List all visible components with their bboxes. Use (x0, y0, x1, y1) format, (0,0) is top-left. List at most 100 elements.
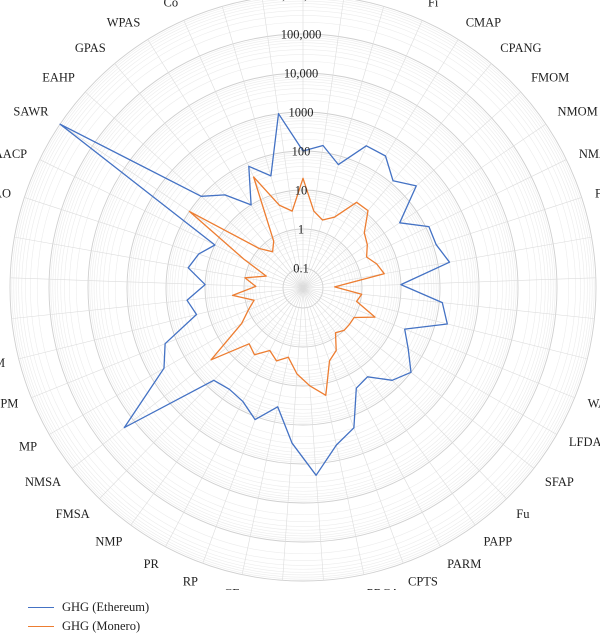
spoke (18, 287, 304, 360)
tick-labels: 0.1 1 10 100 1000 10,000 100,000 1,000,000 (276, 0, 326, 276)
category-label: NMP (95, 534, 122, 548)
spoke (302, 287, 595, 319)
tick-label: 1000 (289, 106, 314, 120)
spoke (302, 287, 476, 526)
spoke (302, 6, 385, 289)
spoke (130, 287, 304, 526)
tick-label: 10,000 (284, 67, 318, 81)
legend-item-monero: GHG (Monero) (28, 617, 149, 636)
spoke (302, 123, 547, 289)
category-label: GPM (0, 397, 18, 411)
category-label: IMAO (0, 187, 11, 201)
legend-swatch-monero (28, 626, 54, 627)
category-labels: CCFoLALPFiCMAPCPANGFMOMNMOMNMAOFPFPRBeTP… (0, 0, 600, 590)
spoke (71, 287, 304, 469)
legend-item-ethereum: GHG (Ethereum) (28, 598, 149, 617)
spoke (302, 159, 567, 289)
spoke (302, 197, 582, 289)
tick-label: 0.1 (293, 262, 309, 276)
spoke (39, 159, 304, 289)
legend-label-monero: GHG (Monero) (62, 619, 141, 633)
category-label: LFDA (569, 435, 600, 449)
spoke (302, 39, 459, 289)
spoke (241, 287, 304, 575)
spoke (302, 287, 575, 399)
category-label: CF (224, 586, 239, 590)
category-label: FP (595, 187, 600, 201)
spoke (24, 197, 304, 289)
spoke (302, 287, 324, 581)
spoke (302, 287, 535, 469)
spoke (302, 287, 507, 499)
category-label: NMAO (579, 147, 600, 161)
category-label: EAHP (42, 71, 75, 85)
category-label: PAPP (484, 534, 513, 548)
legend-label-ethereum: GHG (Ethereum) (62, 600, 150, 614)
spoke (10, 277, 304, 289)
spoke (302, 0, 344, 289)
category-label: WA (588, 397, 600, 411)
series-layer (59, 113, 451, 476)
category-label: Co (164, 0, 179, 10)
tick-label: 100,000 (281, 28, 322, 42)
category-label: RP (183, 575, 198, 589)
spoke (302, 287, 557, 435)
category-label: GPAS (75, 41, 106, 55)
category-label: SAWR (13, 104, 49, 118)
category-label: Fu (516, 507, 530, 521)
minor-gridline (13, 0, 593, 578)
category-label: CMAP (466, 16, 501, 30)
spoke (202, 287, 304, 564)
minor-gridline (11, 0, 595, 580)
spoke (85, 91, 304, 289)
spoke (99, 287, 304, 499)
category-label: NMSA (25, 475, 61, 489)
spoke (302, 277, 596, 289)
spoke (147, 39, 304, 289)
category-label: PR (144, 557, 160, 571)
series-line-monero (188, 176, 385, 396)
category-label: Fi (428, 0, 439, 10)
tick-label: 100 (292, 145, 311, 159)
category-label: WPAS (107, 16, 141, 30)
tick-label: 1,000,000 (276, 0, 326, 3)
category-label: CPTS (408, 575, 438, 589)
category-label: MP (19, 440, 37, 454)
major-gridline (9, 0, 597, 582)
tick-label: 1 (298, 223, 304, 237)
category-label: AACP (0, 147, 27, 161)
spoke (282, 287, 304, 581)
spoke (11, 287, 304, 319)
spoke (302, 287, 365, 575)
spoke (49, 287, 304, 435)
category-label: PRCA (367, 586, 400, 590)
category-label: ELE (0, 228, 1, 242)
spoke (302, 287, 404, 564)
spoke (221, 6, 304, 289)
spoke (302, 287, 588, 360)
spoke (114, 63, 304, 289)
spoke (31, 287, 304, 399)
spoke (165, 287, 304, 547)
category-label: SFAP (545, 475, 574, 489)
grid (9, 0, 597, 582)
category-label: SPM (0, 356, 5, 370)
spoke (59, 123, 304, 289)
category-label: FMSA (56, 507, 90, 521)
category-label: FMOM (531, 71, 569, 85)
spoke (302, 91, 521, 289)
series-line-ethereum (59, 113, 451, 476)
spoke (302, 287, 441, 547)
category-label: NMOM (558, 104, 598, 118)
legend: GHG (Ethereum) GHG (Monero) (28, 598, 149, 636)
tick-label: 10 (295, 184, 308, 198)
category-label: PARM (447, 557, 481, 571)
category-label: CPANG (500, 41, 541, 55)
spoke (302, 20, 423, 289)
spoke (183, 20, 304, 289)
spoke (14, 236, 304, 289)
legend-swatch-ethereum (28, 607, 54, 608)
spoke (302, 63, 492, 289)
spoke (262, 0, 304, 289)
